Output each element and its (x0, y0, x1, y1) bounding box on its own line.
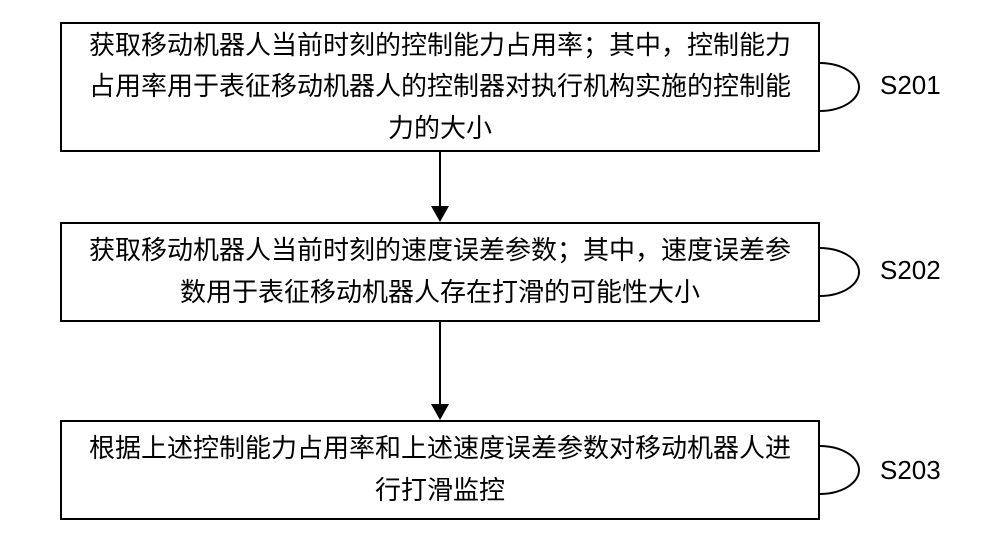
label-connector (820, 62, 860, 112)
step-text: 根据上述控制能力占用率和上述速度误差参数对移动机器人进行打滑监控 (82, 428, 798, 511)
arrow-head-icon (431, 206, 449, 222)
arrow-line (439, 152, 441, 206)
step-box-s203: 根据上述控制能力占用率和上述速度误差参数对移动机器人进行打滑监控 (60, 420, 820, 520)
step-box-s201: 获取移动机器人当前时刻的控制能力占用率；其中，控制能力占用率用于表征移动机器人的… (60, 22, 820, 152)
step-text: 获取移动机器人当前时刻的控制能力占用率；其中，控制能力占用率用于表征移动机器人的… (82, 25, 798, 150)
step-label-s201: S201 (880, 70, 941, 101)
label-connector (820, 445, 860, 495)
label-connector (820, 247, 860, 297)
flowchart-canvas: 获取移动机器人当前时刻的控制能力占用率；其中，控制能力占用率用于表征移动机器人的… (0, 0, 1000, 560)
step-text: 获取移动机器人当前时刻的速度误差参数；其中，速度误差参数用于表征移动机器人存在打… (82, 230, 798, 313)
step-box-s202: 获取移动机器人当前时刻的速度误差参数；其中，速度误差参数用于表征移动机器人存在打… (60, 222, 820, 322)
step-label-s203: S203 (880, 455, 941, 486)
arrow-line (439, 322, 441, 404)
step-label-s202: S202 (880, 255, 941, 286)
arrow-head-icon (431, 404, 449, 420)
